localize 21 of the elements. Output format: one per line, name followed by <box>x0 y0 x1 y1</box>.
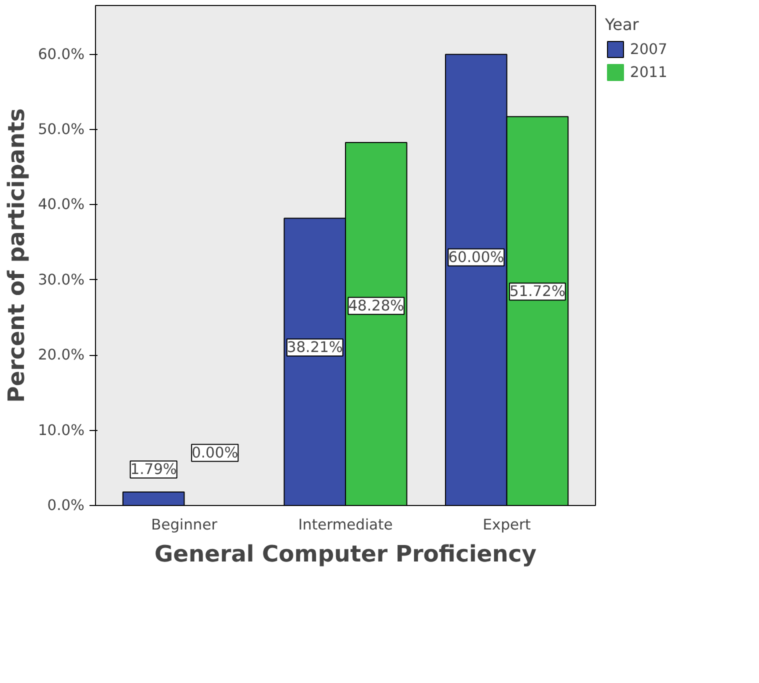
x-axis-title: General Computer Proficiency <box>154 542 537 568</box>
y-tick-label: 40.0% <box>38 196 85 214</box>
data-label: 51.72% <box>509 283 566 300</box>
data-label: 0.00% <box>192 444 238 462</box>
data-label: 60.00% <box>448 248 504 266</box>
y-tick-label: 50.0% <box>38 121 85 138</box>
legend-label: 2007 <box>630 40 668 58</box>
data-label: 1.79% <box>130 460 177 478</box>
x-tick-label: Expert <box>482 516 532 534</box>
y-tick-label: 20.0% <box>38 346 85 364</box>
y-tick-label: 30.0% <box>38 271 85 288</box>
x-tick-label: Intermediate <box>298 516 393 534</box>
y-tick-label: 0.0% <box>47 497 85 514</box>
x-tick-label: Beginner <box>151 516 218 534</box>
y-axis-title: Percent of participants <box>4 108 30 403</box>
y-tick-label: 60.0% <box>38 46 85 63</box>
data-label: 48.28% <box>348 297 404 314</box>
legend-label: 2011 <box>630 64 668 80</box>
legend-title: Year <box>605 15 640 34</box>
data-label: 38.21% <box>286 338 343 356</box>
y-tick-label: 10.0% <box>38 422 85 439</box>
